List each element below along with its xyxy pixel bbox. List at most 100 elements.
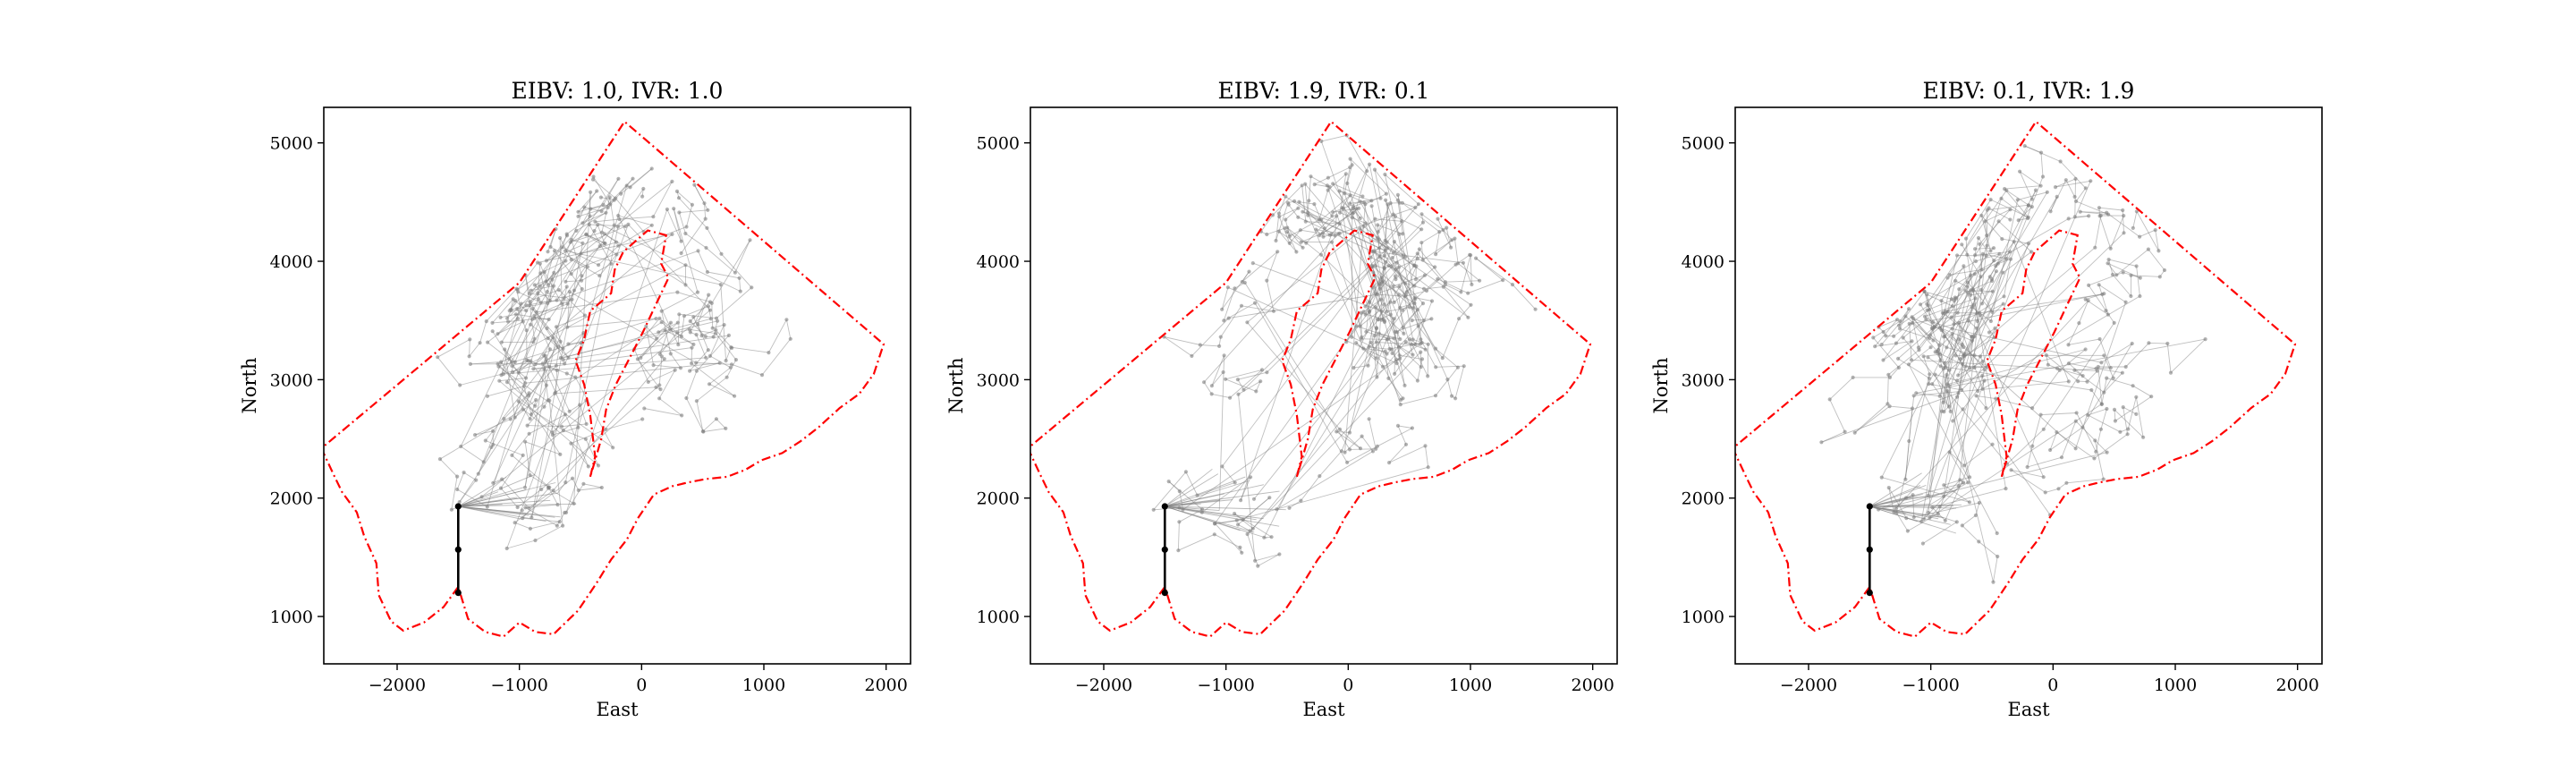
trajectory-segment xyxy=(1928,277,1948,310)
trajectory-segment xyxy=(1912,495,1915,518)
trajectory-segment xyxy=(552,178,619,280)
trajectory-segment xyxy=(1402,202,1416,208)
trajectory-segment xyxy=(1402,202,1440,233)
trajectory-segment xyxy=(2040,412,2077,416)
trajectory-segment xyxy=(1377,202,1392,233)
trajectory-segment xyxy=(597,245,619,266)
obstacle-boundary xyxy=(574,229,670,478)
trajectory-segment xyxy=(509,230,577,311)
trajectory-segment xyxy=(518,338,536,373)
trajectory-segment xyxy=(785,319,792,339)
trajectory-segment xyxy=(2132,211,2138,228)
trajectory-segment xyxy=(555,315,586,327)
trajectory-segment xyxy=(536,292,678,313)
trajectory-segment xyxy=(1952,409,1963,421)
trajectory-segment xyxy=(2078,300,2089,324)
trajectory-segment xyxy=(1927,293,1953,307)
trajectory-segment xyxy=(524,286,568,488)
trajectory-segment xyxy=(470,362,565,365)
trajectory-segment xyxy=(1931,344,1963,385)
trajectory-segment xyxy=(517,488,542,508)
waypoint-marker xyxy=(2153,228,2157,233)
trajectory-segment xyxy=(582,212,606,224)
trajectory-segment xyxy=(2108,259,2137,267)
trajectory-segment xyxy=(1928,411,1943,496)
trajectory-segment xyxy=(711,302,714,328)
trajectory-segment xyxy=(1179,491,1183,510)
trajectory-segment xyxy=(578,487,602,491)
trajectory-segment xyxy=(2080,211,2107,214)
waypoint-marker xyxy=(2015,198,2020,202)
waypoint-marker xyxy=(2134,209,2139,214)
trajectory-segment xyxy=(531,308,561,342)
trajectory-segment xyxy=(1965,238,1968,255)
subplot-eibv-1.0-ivr-1.0: −2000 −1000 0 1000 2000 1000 2000 3000 4000 5000 E… xyxy=(239,78,911,720)
trajectory-segment xyxy=(1962,525,1979,542)
trajectory-segment xyxy=(1211,355,1225,386)
x-tick-label: 1000 xyxy=(2154,675,2197,695)
waypoint-marker xyxy=(1873,344,1877,349)
trajectory-segment xyxy=(524,361,547,488)
trajectory-segment xyxy=(1924,298,1976,318)
trajectory-segment xyxy=(2087,414,2121,433)
trajectory-segment xyxy=(1869,505,1951,525)
trajectory-segment xyxy=(703,428,726,432)
trajectory-segment xyxy=(1979,303,2004,317)
trajectory-segment xyxy=(1236,466,1428,521)
waypoint-marker xyxy=(1369,204,1374,208)
trajectory-segment xyxy=(1168,480,1181,492)
subplot-title: EIBV: 1.0, IVR: 1.0 xyxy=(512,78,724,104)
trajectory-segment xyxy=(481,310,711,497)
trajectory-segment xyxy=(569,404,580,412)
trajectory-segment xyxy=(497,264,686,365)
trajectory-segment xyxy=(2019,171,2033,200)
trajectory-segment xyxy=(1939,198,2002,396)
trajectory-segment xyxy=(1435,367,1459,396)
trajectory-segment xyxy=(2074,215,2089,217)
trajectory-segment xyxy=(1153,471,1187,511)
trajectory-segment xyxy=(2004,259,2012,297)
trajectory-segment xyxy=(1906,517,1922,522)
trajectory-segment xyxy=(711,240,750,304)
trajectory-segment xyxy=(1913,318,1935,327)
trajectory-segment xyxy=(1929,312,1958,336)
trajectory-segment xyxy=(497,321,523,335)
trajectory-segment xyxy=(500,313,516,319)
trajectory-segment xyxy=(1872,337,1900,369)
waypoint-marker xyxy=(1240,550,1244,555)
trajectory-segment xyxy=(514,478,573,523)
trajectory-segment xyxy=(1352,200,1372,208)
trajectory-segment xyxy=(696,377,727,402)
waypoint-marker xyxy=(1176,548,1181,553)
trajectory-segment xyxy=(1909,293,2103,325)
trajectory-segment xyxy=(1286,227,1303,249)
waypoint-marker xyxy=(1941,366,1945,371)
trajectory-segment xyxy=(1944,255,1958,314)
trajectory-segment xyxy=(1939,290,1966,328)
trajectory-segment xyxy=(689,362,720,372)
waypoint-marker xyxy=(1317,217,1321,222)
waypoint-marker xyxy=(1976,389,1980,394)
start-waypoint xyxy=(1161,503,1168,510)
trajectory-segment xyxy=(1967,282,1993,313)
trajectory-segment xyxy=(1377,293,1405,297)
trajectory-segment xyxy=(1889,405,1913,409)
trajectory-segment xyxy=(1214,522,1242,554)
trajectory-segment xyxy=(1335,216,1337,236)
trajectory-segment xyxy=(525,504,558,508)
trajectory-segment xyxy=(1869,505,1957,509)
trajectory-segment xyxy=(768,319,787,353)
trajectory-segment xyxy=(1288,204,1299,218)
trajectory-segment xyxy=(633,349,649,383)
trajectory-segment xyxy=(1888,488,1894,513)
trajectory-segment xyxy=(1253,297,1416,500)
trajectory-segment xyxy=(1164,336,1192,357)
waypoint-marker xyxy=(1942,483,1946,488)
trajectory-segment xyxy=(1284,208,1299,220)
x-tick-label: 0 xyxy=(2047,675,2058,695)
waypoint-marker xyxy=(1296,206,1301,210)
trajectory-segment xyxy=(659,322,672,355)
trajectory-segment xyxy=(1267,227,1285,235)
trajectory-segment xyxy=(1398,294,1404,334)
trajectory-segment xyxy=(463,471,477,480)
